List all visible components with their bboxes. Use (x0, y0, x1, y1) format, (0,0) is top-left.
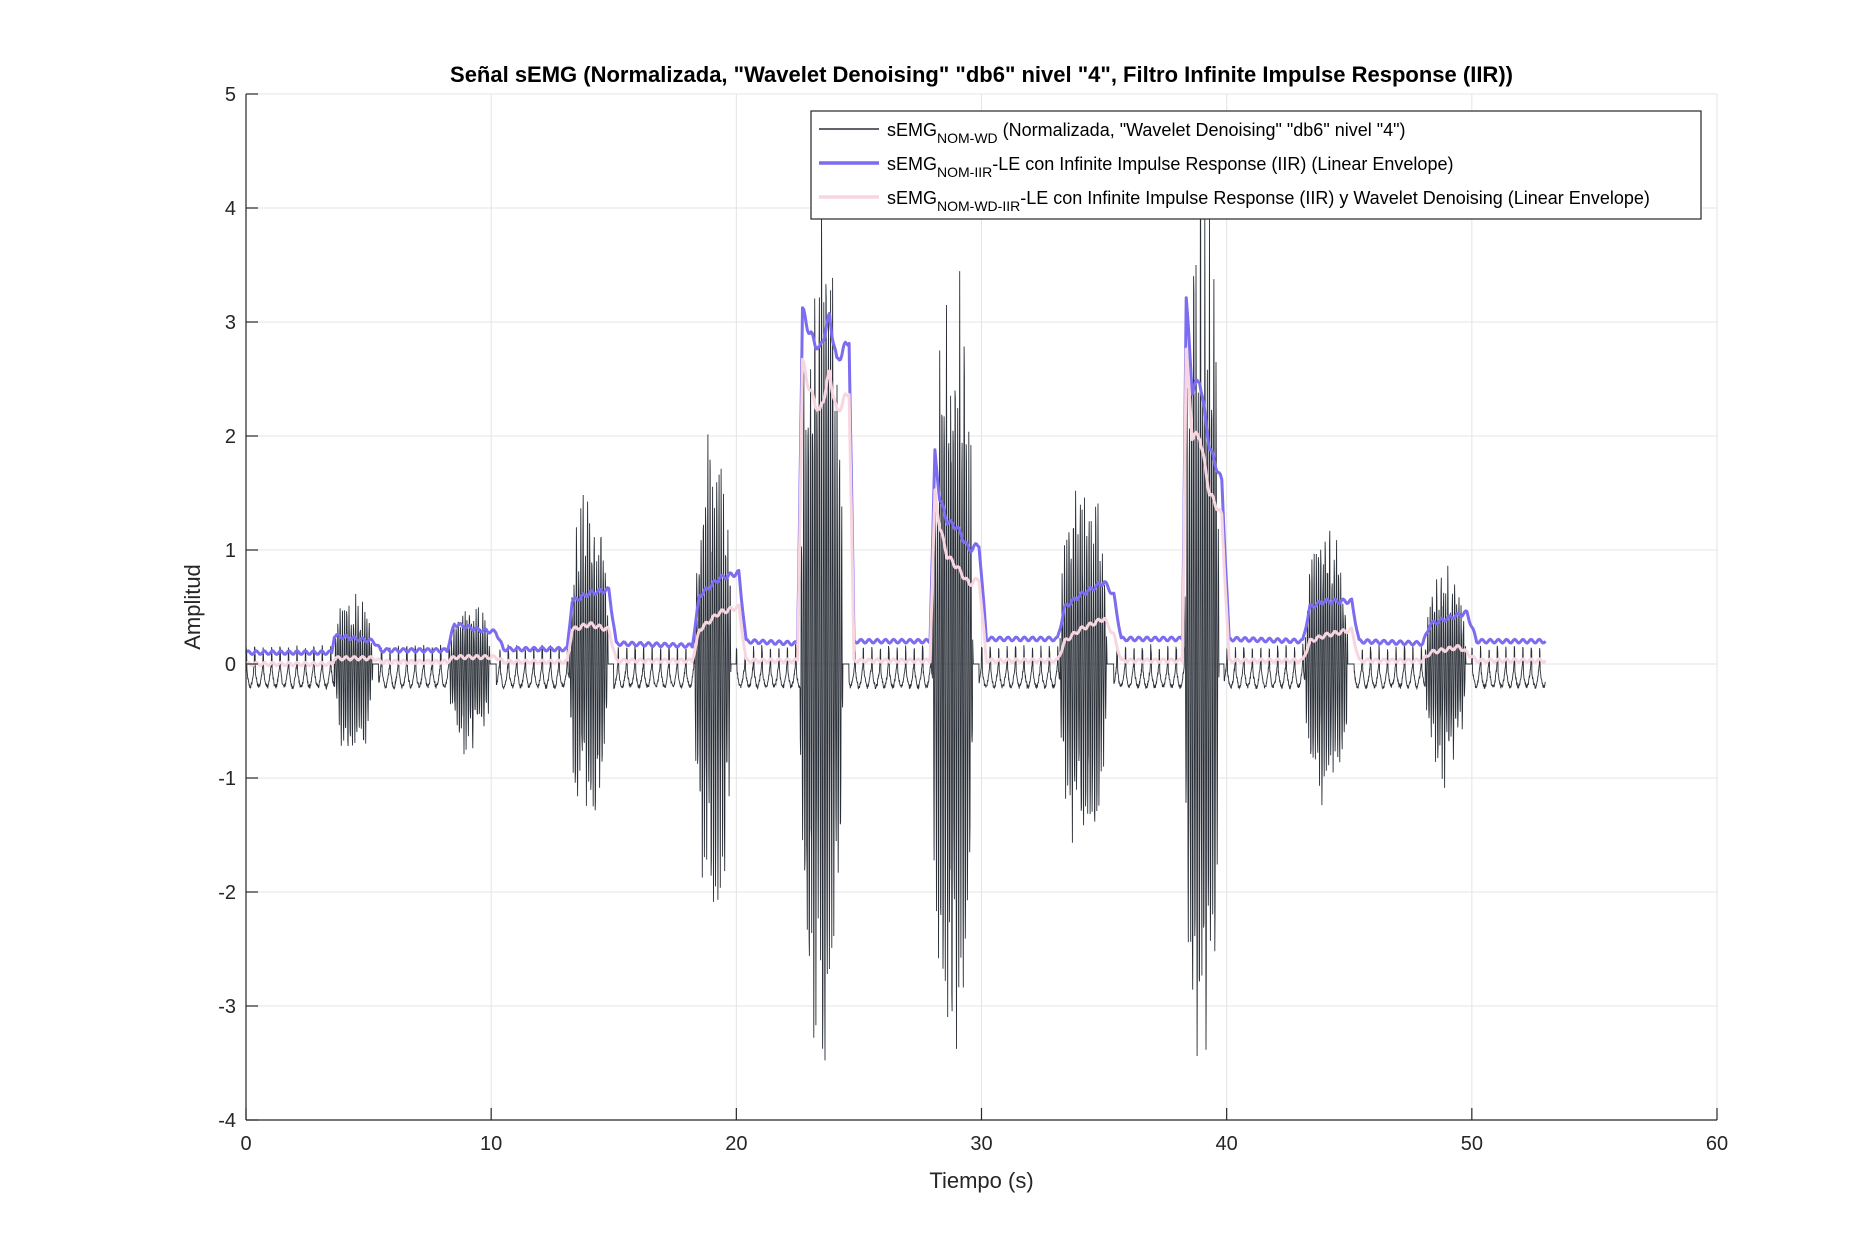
legend-entry-3: sEMGNOM-WD-IIR-LE con Infinite Impulse R… (887, 188, 1650, 214)
y-tick-label: -1 (218, 768, 236, 790)
axes: 0 10 20 30 40 50 60 -4 -3 -2 -1 0 1 2 3 4 5 (218, 84, 1728, 1155)
legend: sEMGNOM-WD (Normalizada, "Wavelet Denois… (810, 110, 1702, 220)
y-tick-label: -3 (218, 996, 236, 1018)
chart-title: Señal sEMG (Normalizada, "Wavelet Denois… (450, 62, 1513, 87)
legend-entry-1: sEMGNOM-WD (Normalizada, "Wavelet Denois… (887, 120, 1406, 146)
x-tick-label: 20 (725, 1133, 747, 1155)
y-tick-label: 5 (225, 84, 236, 106)
legend-box (810, 110, 1702, 220)
x-tick-label: 10 (480, 1133, 502, 1155)
legend-entry-2: sEMGNOM-IIR-LE con Infinite Impulse Resp… (887, 154, 1453, 180)
y-tick-label: -2 (218, 882, 236, 904)
y-tick-label: 3 (225, 312, 236, 334)
y-tick-label: -4 (218, 1110, 236, 1132)
x-tick-label: 50 (1461, 1133, 1483, 1155)
x-tick-label: 40 (1216, 1133, 1238, 1155)
y-tick-label: 2 (225, 426, 236, 448)
x-tick-label: 30 (970, 1133, 992, 1155)
y-axis-label: Amplitud (180, 564, 205, 650)
envelope-series-1 (244, 296, 1547, 656)
y-tick-label: 4 (225, 198, 236, 220)
x-axis-label: Tiempo (s) (929, 1168, 1033, 1193)
y-tick-label: 1 (225, 540, 236, 562)
y-tick-label: 0 (225, 654, 236, 676)
envelope-layer (244, 296, 1547, 668)
x-tick-label: 0 (240, 1133, 251, 1155)
x-tick-label: 60 (1706, 1133, 1728, 1155)
envelope-series-2 (244, 347, 1547, 668)
